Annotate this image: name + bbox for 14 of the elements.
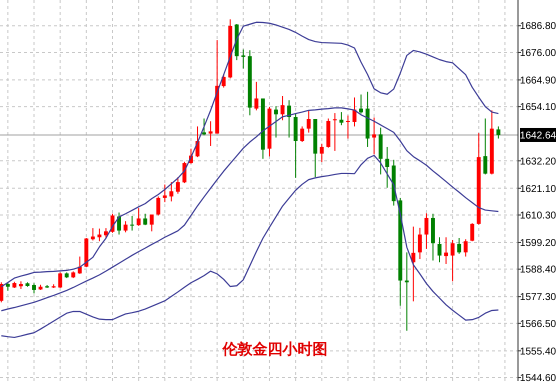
yticks[3]: 1654.10 bbox=[520, 102, 556, 114]
yticks[0]: 1686.80 bbox=[520, 21, 556, 32]
yticks[9]: 1577.30 bbox=[520, 292, 556, 304]
yticks[11]: 1555.40 bbox=[520, 346, 556, 358]
yticks[8]: 1588.40 bbox=[520, 264, 556, 276]
yticks[2]: 1664.90 bbox=[520, 75, 556, 86]
title: 伦敦金四小时图 bbox=[222, 341, 328, 358]
yticks[12]: 1544.60 bbox=[520, 373, 556, 384]
yticks[1]: 1676.00 bbox=[520, 48, 556, 59]
yticks[7]: 1599.20 bbox=[520, 238, 556, 249]
yticks[6]: 1610.30 bbox=[520, 210, 556, 222]
yticks[10]: 1566.50 bbox=[520, 318, 556, 330]
yticks[5]: 1621.10 bbox=[520, 184, 556, 195]
yticks[4]: 1632.20 bbox=[520, 156, 556, 168]
